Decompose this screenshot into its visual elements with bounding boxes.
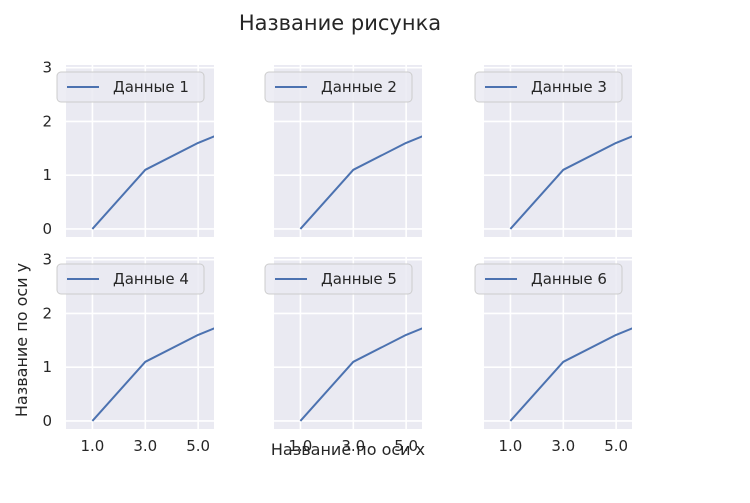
- figure-title: Название рисунка: [239, 11, 441, 35]
- legend-box: [474, 71, 623, 103]
- y-tick-label: 3: [42, 251, 52, 269]
- legend-box: [474, 263, 623, 295]
- y-tick-label: 1: [42, 358, 52, 376]
- series-line: [299, 135, 422, 230]
- x-tick-label: 3.0: [341, 437, 365, 455]
- y-tick-label: 0: [42, 220, 52, 238]
- y-axis-label: Название по оси y: [12, 263, 31, 417]
- y-tick-label: 2: [42, 112, 52, 130]
- subplot-1: 0 1 2 3 Данные 1: [42, 59, 214, 238]
- x-axis-label: Название по оси x: [271, 440, 425, 459]
- legend-box: [56, 71, 205, 103]
- legend: Данные 2: [264, 71, 413, 103]
- y-tick-label: 1: [42, 166, 52, 184]
- legend-label: Данные 4: [113, 270, 189, 288]
- subplot-5: 1.0 3.0 5.0 Данные 5: [264, 257, 422, 455]
- legend: Данные 4: [56, 263, 205, 295]
- x-tick-label: 1.0: [498, 437, 522, 455]
- series-line: [299, 327, 422, 422]
- x-tick-label: 3.0: [551, 437, 575, 455]
- series-line: [509, 327, 632, 422]
- legend-label: Данные 2: [321, 78, 397, 96]
- subplot-grid: 0 1 2 3 Данные 1 Данные 2 Данные 3 0 1 2 3 1.0 3.0 5.…: [42, 59, 632, 455]
- legend-label: Данные 1: [113, 78, 189, 96]
- subplot-2: Данные 2: [264, 65, 422, 237]
- legend-label: Данные 6: [531, 270, 607, 288]
- legend-box: [264, 71, 413, 103]
- x-tick-label: 1.0: [80, 437, 104, 455]
- legend-label: Данные 5: [321, 270, 397, 288]
- y-tick-label: 0: [42, 412, 52, 430]
- x-tick-label: 1.0: [288, 437, 312, 455]
- series-line: [509, 135, 632, 230]
- legend: Данные 1: [56, 71, 205, 103]
- legend-box: [264, 263, 413, 295]
- subplot-4: 0 1 2 3 1.0 3.0 5.0 Данные 4: [42, 251, 214, 455]
- x-tick-label: 5.0: [186, 437, 210, 455]
- series-line: [91, 135, 214, 230]
- subplot-3: Данные 3: [474, 65, 632, 237]
- x-tick-label: 5.0: [394, 437, 418, 455]
- y-tick-label: 3: [42, 59, 52, 77]
- series-line: [91, 327, 214, 422]
- legend: Данные 6: [474, 263, 623, 295]
- legend-label: Данные 3: [531, 78, 607, 96]
- y-tick-label: 2: [42, 304, 52, 322]
- legend: Данные 3: [474, 71, 623, 103]
- legend: Данные 5: [264, 263, 413, 295]
- x-tick-label: 3.0: [133, 437, 157, 455]
- x-tick-label: 5.0: [604, 437, 628, 455]
- subplot-6: 1.0 3.0 5.0 Данные 6: [474, 257, 632, 455]
- legend-box: [56, 263, 205, 295]
